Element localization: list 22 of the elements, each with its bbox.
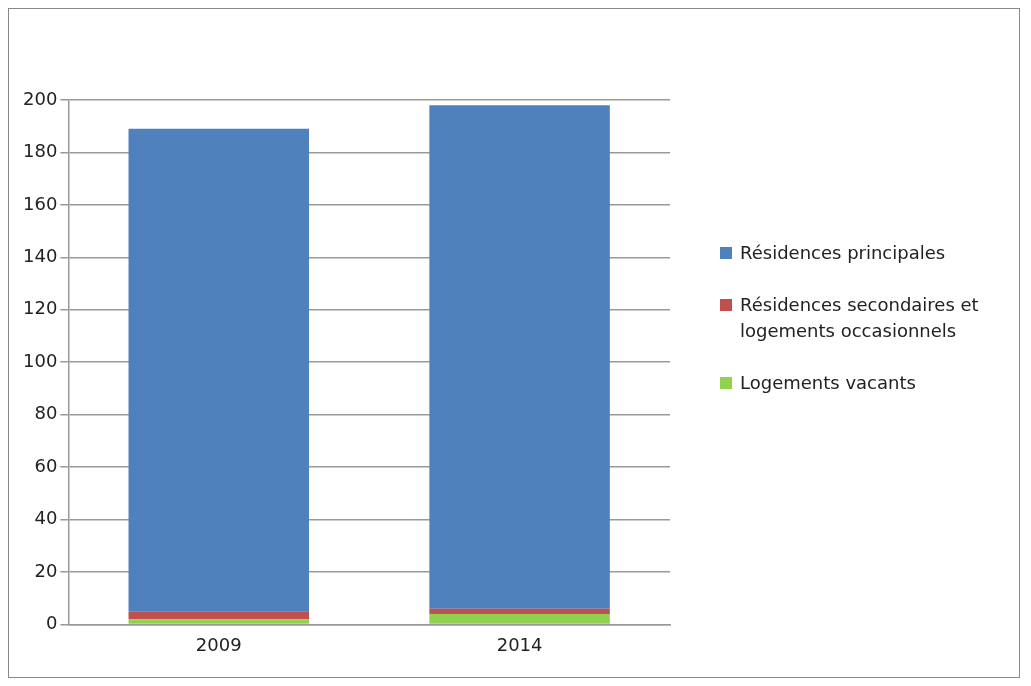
x-tick-label: 2014 (496, 633, 543, 655)
y-tick-label: 20 (34, 559, 58, 581)
y-tick-label: 100 (23, 349, 58, 371)
legend-label: Résidences principales (740, 241, 946, 265)
y-tick-label: 0 (45, 612, 58, 634)
bar (429, 608, 610, 614)
y-tick-label: 200 (23, 87, 58, 109)
y-tick-label: 160 (23, 192, 58, 214)
bar (429, 613, 610, 624)
bar (429, 105, 610, 609)
y-tick-label: 60 (34, 454, 58, 476)
bar (128, 128, 310, 612)
legend-label: Logements vacants (740, 371, 916, 395)
legend-label: Résidences secondaires et logements occasionnels (740, 293, 980, 343)
bar (128, 611, 310, 620)
y-tick-label: 40 (34, 507, 58, 529)
y-tick-label: 140 (23, 244, 58, 266)
y-tick-label: 80 (34, 402, 58, 424)
y-tick-label: 120 (23, 297, 58, 319)
bar (128, 619, 310, 624)
x-tick-label: 2009 (195, 633, 242, 655)
y-tick-label: 180 (23, 140, 58, 162)
